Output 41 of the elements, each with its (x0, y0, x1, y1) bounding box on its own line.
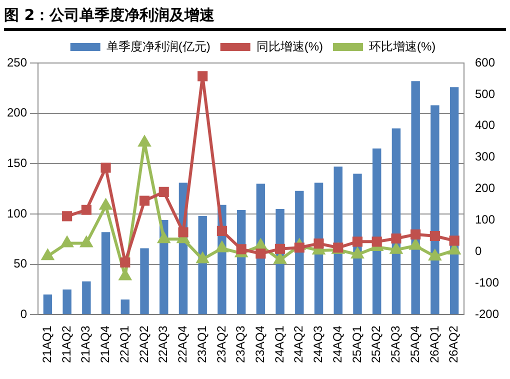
y2-tick-label: 400 (474, 118, 496, 132)
y-tick-label: 100 (6, 206, 28, 220)
y-tick-label: 200 (6, 106, 28, 120)
legend-label: 同比增速(%) (256, 39, 324, 54)
x-tick-label: 21AQ3 (78, 325, 93, 363)
y2-tick-label: 100 (474, 212, 496, 227)
x-tick-label: 25AQ4 (408, 325, 422, 363)
legend-label: 环比增速(%) (368, 39, 436, 54)
x-tick-label: 23AQ4 (252, 325, 267, 363)
x-tick-label: 26AQ1 (427, 325, 442, 363)
y2-tick-label: 300 (474, 150, 496, 164)
legend-label: 单季度净利润(亿元) (106, 39, 210, 54)
y2-tick-label: -200 (474, 306, 500, 321)
x-tick-label: 26AQ2 (446, 325, 461, 363)
x-tick-label: 23AQ2 (214, 325, 228, 363)
y-tick-label: 250 (6, 55, 28, 70)
y-tick-label: 50 (14, 256, 28, 271)
x-tick-label: 22AQ1 (117, 325, 132, 363)
x-tick-label: 21AQ1 (40, 325, 54, 363)
y-tick-label: 0 (20, 306, 28, 321)
x-tick-label: 21AQ4 (98, 325, 112, 363)
x-tick-label: 22AQ4 (176, 325, 190, 363)
x-tick-label: 24AQ3 (311, 325, 326, 363)
x-tick-label: 21AQ2 (59, 325, 74, 363)
y2-tick-label: 0 (474, 244, 482, 258)
x-tick-label: 22AQ3 (156, 325, 170, 363)
x-tick-label: 25AQ1 (350, 325, 364, 363)
x-tick-label: 25AQ3 (388, 325, 403, 363)
x-tick-label: 25AQ2 (369, 325, 384, 363)
x-tick-label: 24AQ2 (292, 325, 306, 363)
y-tick-label: 150 (6, 156, 28, 170)
x-tick-label: 23AQ1 (194, 325, 209, 363)
x-tick-label: 22AQ2 (136, 325, 151, 363)
y2-tick-label: 600 (474, 55, 496, 70)
x-tick-label: 24AQ4 (330, 325, 344, 363)
y2-tick-label: 200 (474, 181, 496, 196)
chart-title: 图 2：公司单季度净利润及增速 (4, 6, 506, 31)
x-tick-label: 24AQ1 (272, 325, 286, 363)
x-tick-label: 23AQ3 (234, 325, 248, 363)
y2-tick-label: 500 (474, 86, 496, 101)
y2-tick-label: -100 (474, 276, 500, 290)
